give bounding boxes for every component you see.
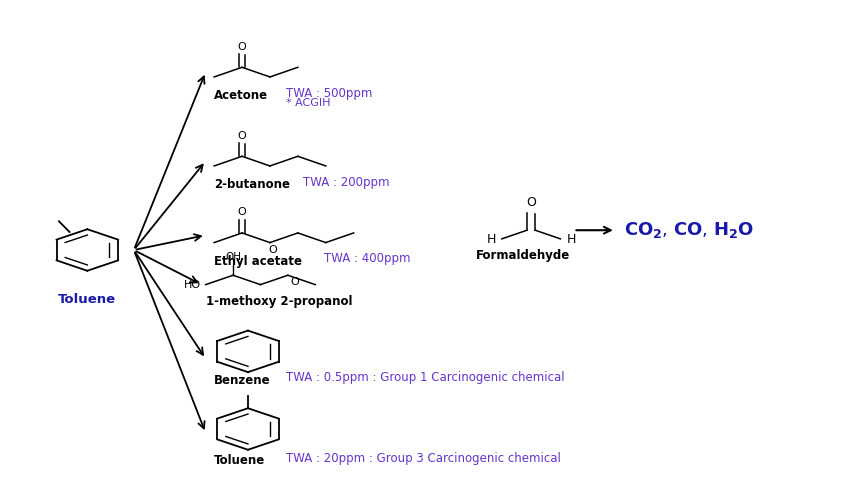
Text: $\bf{CO_2}$, $\bf{CO}$, $\bf{H_2O}$: $\bf{CO_2}$, $\bf{CO}$, $\bf{H_2O}$ (624, 220, 755, 240)
Text: Benzene: Benzene (214, 374, 271, 386)
Text: H: H (566, 233, 575, 246)
Text: O: O (526, 196, 536, 209)
Text: Ethyl acetate: Ethyl acetate (214, 255, 302, 268)
Text: TWA : 0.5ppm : Group 1 Carcinogenic chemical: TWA : 0.5ppm : Group 1 Carcinogenic chem… (286, 371, 564, 384)
Text: TWA : 400ppm: TWA : 400ppm (324, 252, 410, 266)
Text: * ACGIH: * ACGIH (286, 98, 330, 108)
Text: Toluene: Toluene (214, 454, 266, 467)
Text: O: O (237, 208, 246, 218)
Text: Toluene: Toluene (58, 293, 117, 306)
Text: 2-butanone: 2-butanone (214, 178, 290, 192)
Text: HO: HO (184, 280, 201, 289)
Text: 1-methoxy 2-propanol: 1-methoxy 2-propanol (206, 296, 352, 308)
Text: OH: OH (225, 252, 241, 262)
Text: O: O (237, 42, 246, 51)
Text: TWA : 200ppm: TWA : 200ppm (303, 176, 390, 189)
Text: Formaldehyde: Formaldehyde (476, 250, 570, 262)
Text: O: O (237, 130, 246, 140)
Text: H: H (487, 233, 496, 246)
Text: O: O (268, 245, 277, 255)
Text: O: O (290, 276, 299, 286)
Text: Acetone: Acetone (214, 90, 268, 102)
Text: TWA : 20ppm : Group 3 Carcinogenic chemical: TWA : 20ppm : Group 3 Carcinogenic chemi… (286, 452, 561, 464)
Text: TWA : 500ppm: TWA : 500ppm (286, 87, 373, 100)
